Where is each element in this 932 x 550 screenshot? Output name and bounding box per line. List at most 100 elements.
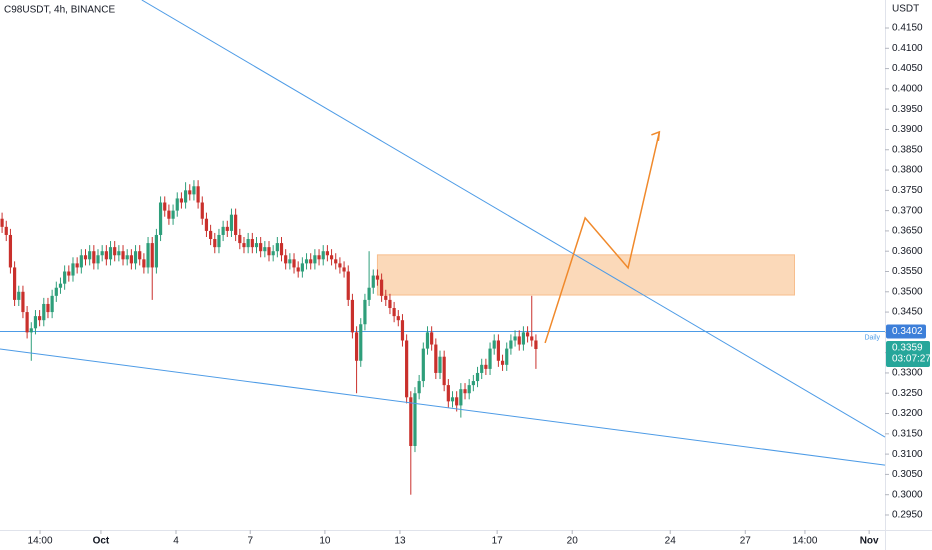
candle-body [133, 251, 138, 264]
x-tick-label: Nov [860, 536, 879, 547]
candle-body [400, 320, 405, 341]
candle-body [250, 239, 254, 248]
candle-body [217, 234, 221, 248]
candle-body [505, 348, 509, 365]
candle-body [150, 243, 154, 268]
candle-body [480, 364, 484, 373]
candle-body [279, 243, 284, 256]
projection-arrowhead [651, 130, 661, 141]
candle-body [354, 332, 359, 361]
candle-body [117, 251, 121, 256]
candle-body [229, 214, 234, 231]
candle-body [142, 259, 146, 268]
x-tick-label: Oct [93, 536, 110, 547]
candle-body [496, 340, 500, 361]
candle-body [63, 271, 67, 284]
candle-body [500, 360, 505, 365]
projection-path [544, 131, 661, 344]
candle-body [329, 255, 334, 260]
candle-body [154, 234, 158, 268]
y-tick-label: 0.3200 [892, 408, 923, 419]
candle-body [175, 198, 179, 211]
candle-body [179, 198, 184, 203]
candle-body [83, 255, 88, 260]
candle-body [534, 340, 538, 350]
candle-body [12, 267, 17, 300]
candle-body [396, 316, 400, 321]
candle-body [58, 283, 63, 288]
candle-body [288, 259, 292, 264]
candle-body [317, 255, 321, 260]
candle-body [21, 291, 25, 313]
x-tick-label: 7 [247, 536, 253, 547]
candle-body [325, 251, 329, 256]
y-tick-label: 0.3600 [892, 246, 923, 257]
candle-body [409, 397, 413, 446]
candle-body [425, 332, 430, 349]
x-tick-label: 27 [740, 536, 752, 547]
candle-body [196, 186, 200, 203]
candle-body [121, 251, 125, 260]
candle-body [263, 247, 267, 252]
y-tick-label: 0.3150 [892, 428, 923, 439]
candle-body [267, 247, 271, 256]
y-tick-label: 0.4150 [892, 23, 923, 34]
candle-body [375, 275, 380, 280]
candle-body [430, 332, 434, 345]
candle-body [371, 275, 375, 288]
axis-unit: USDT [892, 4, 919, 15]
candle-body [42, 303, 46, 321]
candle-body [455, 397, 459, 406]
candle-body [463, 389, 467, 394]
candle-body [442, 356, 446, 386]
candle-body [92, 251, 96, 264]
candle-body [204, 218, 209, 231]
candle-body [517, 336, 521, 345]
candle-body [200, 202, 204, 219]
candle-body [183, 190, 188, 203]
candle-body [363, 299, 367, 325]
candle-body [242, 243, 246, 248]
candle-body [188, 190, 192, 195]
candle-body [467, 385, 471, 394]
y-tick-label: 0.4100 [892, 43, 923, 54]
candle-body [225, 226, 229, 231]
candle-body [259, 243, 263, 252]
x-tick-label: 24 [665, 536, 677, 547]
candle-body [33, 316, 38, 329]
candle-body [450, 397, 455, 402]
candle-body [300, 263, 304, 272]
candle-body [138, 251, 142, 260]
candle-body [129, 255, 133, 264]
candle-body [471, 381, 475, 386]
candle-body [392, 308, 396, 317]
candle-body [296, 267, 300, 272]
candle-body [446, 385, 450, 402]
y-tick-label: 0.3800 [892, 165, 923, 176]
candle-body [158, 202, 163, 235]
price-line-label: Daily [864, 334, 880, 341]
candle-body [213, 239, 217, 248]
x-tick-label: 13 [394, 536, 406, 547]
candle-body [475, 372, 480, 382]
candle-body [346, 271, 350, 300]
candle-body [509, 340, 513, 349]
x-tick-label: 14:00 [792, 536, 817, 547]
candle-body [192, 186, 196, 195]
candle-body [209, 230, 213, 240]
y-tick-label: 0.3850 [892, 144, 923, 155]
candle-body [321, 251, 325, 260]
candle-body [46, 303, 50, 313]
candle-body [8, 234, 13, 268]
y-tick-label: 0.3550 [892, 266, 923, 277]
candle-body [413, 393, 417, 446]
candle-body [484, 364, 488, 369]
candle-body [367, 287, 371, 300]
y-tick-label: 0.3100 [892, 449, 923, 460]
candle-body [88, 251, 92, 260]
candle-body [96, 255, 100, 264]
candle-body [71, 263, 75, 276]
candle-body [292, 259, 296, 268]
candle-body [525, 332, 530, 337]
